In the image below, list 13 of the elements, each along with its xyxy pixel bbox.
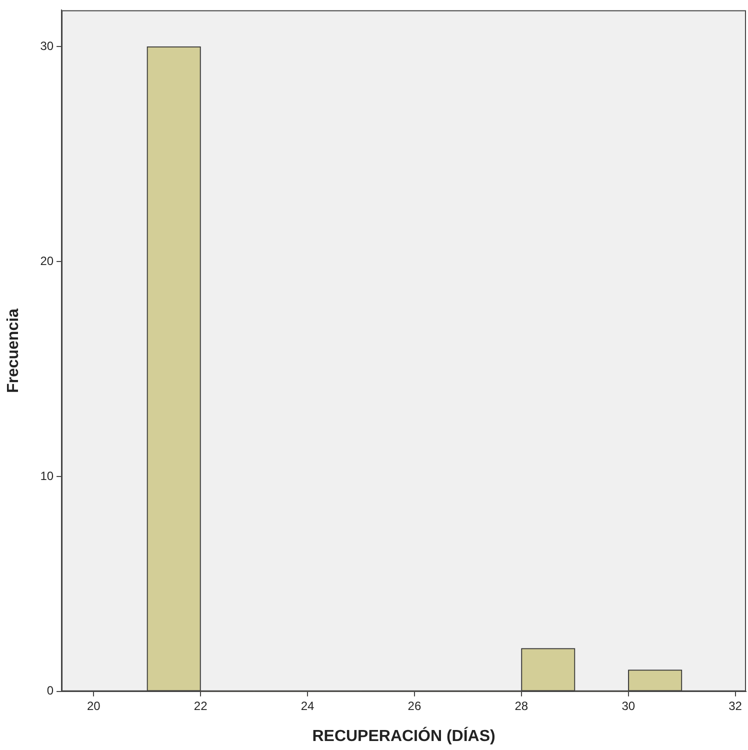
x-tick-label: 32: [728, 698, 742, 713]
y-tick-label: 30: [40, 39, 54, 54]
x-tick-label: 20: [86, 698, 101, 713]
y-tick-label: 20: [40, 254, 54, 268]
y-tick-label: 10: [40, 468, 54, 483]
y-axis-title: Frecuencia: [5, 308, 22, 394]
x-tick-label: 28: [514, 698, 528, 713]
x-tick-label: 24: [300, 698, 315, 713]
y-tick-label: 0: [46, 684, 54, 698]
x-tick-label: 30: [622, 698, 636, 713]
x-tick-label: 22: [194, 698, 208, 713]
x-tick-label: 26: [408, 698, 422, 713]
x-axis-title: RECUPERACIÓN (DÍAS): [312, 726, 496, 745]
